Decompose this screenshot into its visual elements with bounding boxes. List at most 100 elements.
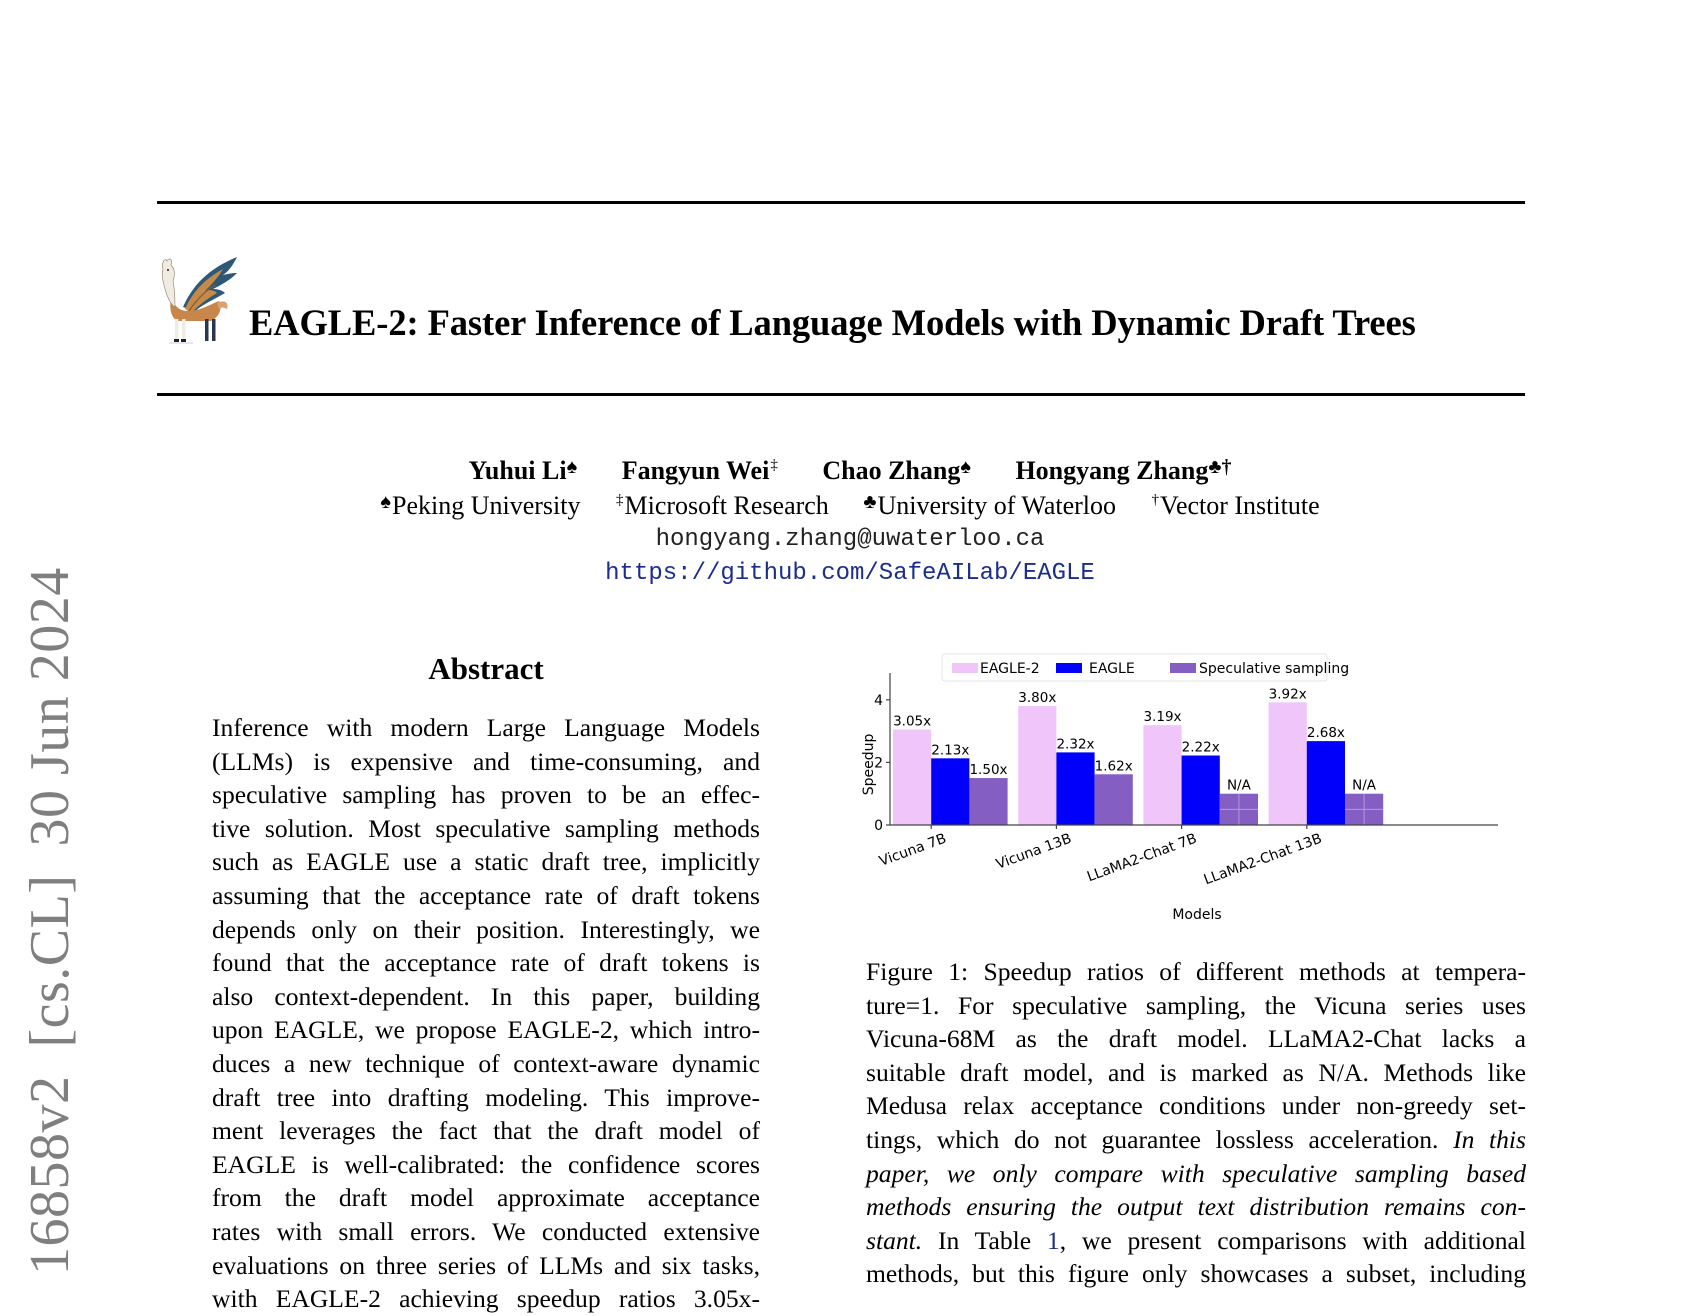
top-rule	[157, 201, 1525, 204]
bar-speculative-sampling	[1094, 774, 1133, 825]
caption-text: Vicuna-68M as the draft model. LLaMA2-Ch…	[866, 1024, 1526, 1054]
affiliation-2: ‡Microsoft Research	[615, 491, 829, 520]
figure-caption: Figure 1: Speedup ratios of different me…	[866, 955, 1526, 1291]
bar-eagle	[1056, 752, 1095, 825]
caption-text: In Table	[922, 1225, 1047, 1255]
affiliation-1: ♠Peking University	[380, 491, 581, 520]
caption-line: Figure 1: Speedup ratios of different me…	[866, 955, 1526, 989]
abstract-line: from the draft model approximate accepta…	[212, 1183, 760, 1213]
abstract-line: duces a new technique of context-aware d…	[212, 1048, 760, 1078]
caption-line: suitable draft model, and is marked as N…	[866, 1056, 1526, 1090]
bar-eagle-2	[893, 729, 932, 825]
speedup-bar-chart: 3.05x 2.13x 1.50x 3.80x 2.32x 1.62x 3.19x 2.22x…	[860, 648, 1520, 938]
contact-email[interactable]: hongyang.zhang@uwaterloo.ca	[655, 526, 1045, 553]
bar-value-label: N/A	[1227, 778, 1252, 794]
abstract-line: rates with small errors. We conducted ex…	[212, 1216, 760, 1246]
github-link[interactable]: https://github.com/SafeAILab/EAGLE	[605, 560, 1095, 587]
affiliation-4: †Vector Institute	[1151, 491, 1320, 520]
bar-eagle	[1181, 755, 1220, 825]
caption-emphasis: In this	[1453, 1124, 1526, 1154]
bar-value-label: 1.50x	[969, 762, 1007, 778]
abstract-line: found that the acceptance rate of draft …	[212, 948, 760, 978]
bar-value-label: 1.62x	[1095, 758, 1133, 774]
caption-line: Vicuna-68M as the draft model. LLaMA2-Ch…	[866, 1022, 1526, 1056]
bar-value-label: 2.13x	[931, 742, 969, 758]
legend-label: EAGLE-2	[980, 661, 1040, 677]
caption-line: ture=1. For speculative sampling, the Vi…	[866, 989, 1526, 1023]
caption-emphasis: stant.	[866, 1225, 923, 1255]
bar-eagle-2	[1018, 706, 1057, 825]
caption-text: tings, which do not guarantee lossless a…	[866, 1124, 1454, 1154]
abstract-line: ment leverages the fact that the draft m…	[212, 1116, 760, 1146]
arxiv-stamp: 16858v2 [cs.CL] 30 Jun 2024	[19, 539, 81, 1276]
bar-value-label: 2.68x	[1307, 725, 1345, 741]
bar-value-label: 3.19x	[1143, 709, 1181, 725]
abstract-heading: Abstract	[428, 651, 544, 686]
bar-eagle	[931, 758, 970, 825]
caption-text: Figure 1: Speedup ratios of different me…	[866, 957, 1526, 986]
caption-emphasis: methods ensuring the output text distrib…	[866, 1192, 1526, 1222]
legend-swatch	[952, 663, 978, 673]
caption-line: methods ensuring the output text distrib…	[866, 1190, 1526, 1224]
bottom-rule	[157, 393, 1525, 396]
caption-line: tings, which do not guarantee lossless a…	[866, 1123, 1526, 1157]
bar-value-label: 3.92x	[1269, 686, 1307, 702]
table-reference-link[interactable]: 1	[1046, 1225, 1060, 1255]
author-3: Chao Zhang♠	[822, 456, 971, 485]
author-2: Fangyun Wei‡	[621, 456, 778, 485]
author-1: Yuhui Li♠	[468, 456, 578, 485]
abstract-line: such as EAGLE use a static draft tree, i…	[212, 847, 760, 877]
author-4: Hongyang Zhang♣†	[1015, 456, 1232, 485]
bar-value-label: 3.05x	[893, 714, 931, 730]
caption-line: paper, we only compare with speculative …	[866, 1157, 1526, 1191]
x-tick-label: Vicuna 13B	[994, 831, 1074, 873]
caption-line: Medusa relax acceptance conditions under…	[866, 1089, 1526, 1123]
bar-value-label: N/A	[1352, 778, 1377, 794]
x-tick-label: LLaMA2-Chat 7B	[1085, 831, 1199, 886]
chart-legend	[941, 653, 1328, 682]
abstract-line: EAGLE is well-calibrated: the confidence…	[212, 1149, 760, 1179]
caption-text: , we present comparisons with additional	[1059, 1225, 1526, 1255]
abstract-line: speculative sampling has proven to be an…	[212, 780, 760, 810]
bar-speculative-sampling	[969, 778, 1008, 825]
caption-text: suitable draft model, and is marked as N…	[866, 1057, 1526, 1087]
bar-value-label: 2.22x	[1182, 740, 1220, 756]
caption-text: ture=1. For speculative sampling, the Vi…	[866, 990, 1526, 1020]
abstract-body: Inference with modern Large Language Mod…	[212, 711, 760, 1316]
x-tick-label: LLaMA2-Chat 13B	[1202, 831, 1324, 889]
paper-title: EAGLE-2: Faster Inference of Language Mo…	[249, 302, 1416, 343]
legend-label: EAGLE	[1089, 661, 1135, 677]
arxiv-date: 30 Jun 2024	[19, 567, 81, 847]
bar-eagle	[1306, 741, 1345, 825]
abstract-line: also context-dependent. In this paper, b…	[212, 981, 760, 1011]
bar-value-label: 2.32x	[1056, 736, 1094, 752]
x-tick-label: Vicuna 7B	[877, 831, 948, 870]
author-list: Yuhui Li♠ Fangyun Wei‡ Chao Zhang♠ Hongy…	[0, 457, 1700, 484]
legend-label: Speculative sampling	[1199, 661, 1349, 677]
abstract-line: evaluations on three series of LLMs and …	[212, 1250, 760, 1280]
abstract-line: upon EAGLE, we propose EAGLE-2, which in…	[212, 1015, 760, 1045]
caption-line: stant. In Table 1, we present comparison…	[866, 1224, 1526, 1258]
affiliation-list: ♠Peking University ‡Microsoft Research ♣…	[0, 492, 1700, 519]
abstract-line: tive solution. Most speculative sampling…	[212, 813, 760, 843]
abstract-line: Inference with modern Large Language Mod…	[212, 713, 760, 742]
y-axis-label: Speedup	[861, 733, 877, 795]
caption-emphasis: paper, we only compare with speculative …	[866, 1158, 1526, 1188]
x-axis-label: Models	[1172, 907, 1221, 923]
winged-llama-logo-icon	[161, 257, 237, 344]
y-tick-label: 2	[874, 755, 883, 771]
bar-eagle-2	[1268, 702, 1307, 825]
legend-swatch	[1056, 663, 1082, 673]
bar-value-label: 3.80x	[1018, 690, 1056, 706]
abstract-line: draft tree into drafting modeling. This …	[212, 1082, 760, 1112]
abstract-line: depends only on their position. Interest…	[212, 914, 760, 944]
arxiv-category: [cs.CL]	[19, 874, 81, 1048]
arxiv-id: 16858v2	[19, 1075, 81, 1276]
abstract-line: (LLMs) is expensive and time-consuming, …	[212, 746, 760, 776]
abstract-line: assuming that the acceptance rate of dra…	[212, 880, 760, 910]
abstract-line: with EAGLE-2 achieving speedup ratios 3.…	[212, 1284, 760, 1314]
y-tick-label: 4	[874, 693, 883, 709]
caption-text: methods, but this figure only showcases …	[866, 1259, 1526, 1289]
affiliation-3: ♣University of Waterloo	[863, 491, 1117, 520]
